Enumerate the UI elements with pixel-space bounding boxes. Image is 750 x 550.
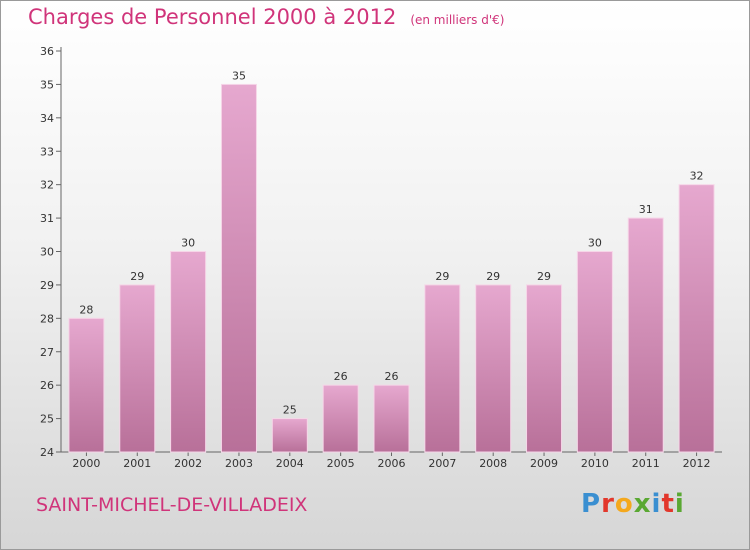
y-tick-label: 32 — [40, 179, 54, 192]
bar — [678, 184, 715, 453]
y-tick-label: 30 — [40, 246, 54, 259]
x-tick-label: 2002 — [174, 457, 202, 470]
bar-value-label: 31 — [639, 203, 653, 216]
bar-value-label: 26 — [334, 370, 348, 383]
x-tick-label: 2012 — [683, 457, 711, 470]
bar — [170, 251, 207, 453]
bar — [627, 217, 664, 453]
data-labels: 28 29 30 35 25 26 26 29 29 29 30 31 32 — [79, 69, 703, 416]
bar — [322, 384, 359, 453]
proxiti-logo: Proxiti — [581, 489, 685, 519]
bar-value-label: 32 — [690, 170, 704, 183]
x-tick-label: 2005 — [327, 457, 355, 470]
chart-title-block: Charges de Personnel 2000 à 2012 (en mill… — [28, 5, 504, 29]
bar-value-label: 30 — [588, 237, 602, 250]
x-tick-label: 2009 — [530, 457, 558, 470]
bar-value-label: 29 — [537, 270, 551, 283]
y-tick-label: 26 — [40, 379, 54, 392]
bar — [119, 284, 156, 453]
bar — [576, 251, 613, 453]
unit-label: (en milliers d'€) — [410, 13, 505, 27]
x-tick-label: 2007 — [428, 457, 456, 470]
y-tick-label: 31 — [40, 212, 54, 225]
bar — [220, 83, 257, 453]
bar-value-label: 25 — [283, 404, 297, 417]
bar — [271, 418, 308, 453]
bar — [475, 284, 512, 453]
y-tick-label: 28 — [40, 312, 54, 325]
bar-value-label: 30 — [181, 237, 195, 250]
y-tick-label: 25 — [40, 413, 54, 426]
y-tick-label: 35 — [40, 78, 54, 91]
bar-value-label: 29 — [486, 270, 500, 283]
bar — [373, 384, 410, 453]
axes: 24 25 26 27 28 29 30 31 32 33 34 35 36 2000 2001 2002 20… — [40, 45, 722, 470]
bar-value-label: 29 — [435, 270, 449, 283]
y-tick-label: 33 — [40, 145, 54, 158]
logo-letter: x — [633, 489, 652, 519]
logo-letter: r — [601, 489, 615, 519]
logo-letter: i — [674, 489, 685, 519]
bar-value-label: 28 — [79, 303, 93, 316]
x-tick-label: 2003 — [225, 457, 253, 470]
x-tick-label: 2006 — [378, 457, 406, 470]
y-tick-label: 34 — [40, 112, 54, 125]
bar-value-label: 26 — [385, 370, 399, 383]
bar — [68, 317, 105, 453]
logo-letter: i — [651, 489, 662, 519]
bar — [424, 284, 461, 453]
x-tick-label: 2011 — [632, 457, 660, 470]
town-name: SAINT-MICHEL-DE-VILLADEIX — [36, 494, 308, 516]
bars — [68, 83, 715, 453]
chart-title: Charges de Personnel 2000 à 2012 — [28, 5, 397, 29]
y-tick-label: 36 — [40, 45, 54, 58]
y-tick-label: 27 — [40, 346, 54, 359]
x-tick-label: 2010 — [581, 457, 609, 470]
bar-value-label: 29 — [130, 270, 144, 283]
y-tick-label: 24 — [40, 446, 54, 459]
logo-letter: P — [581, 489, 602, 519]
y-tick-label: 29 — [40, 279, 54, 292]
x-tick-label: 2000 — [72, 457, 100, 470]
x-tick-label: 2004 — [276, 457, 304, 470]
bar — [526, 284, 563, 453]
bar-value-label: 35 — [232, 69, 246, 82]
logo-letter: o — [614, 489, 634, 519]
x-tick-label: 2008 — [479, 457, 507, 470]
logo-letter: t — [661, 489, 675, 519]
x-tick-label: 2001 — [123, 457, 151, 470]
